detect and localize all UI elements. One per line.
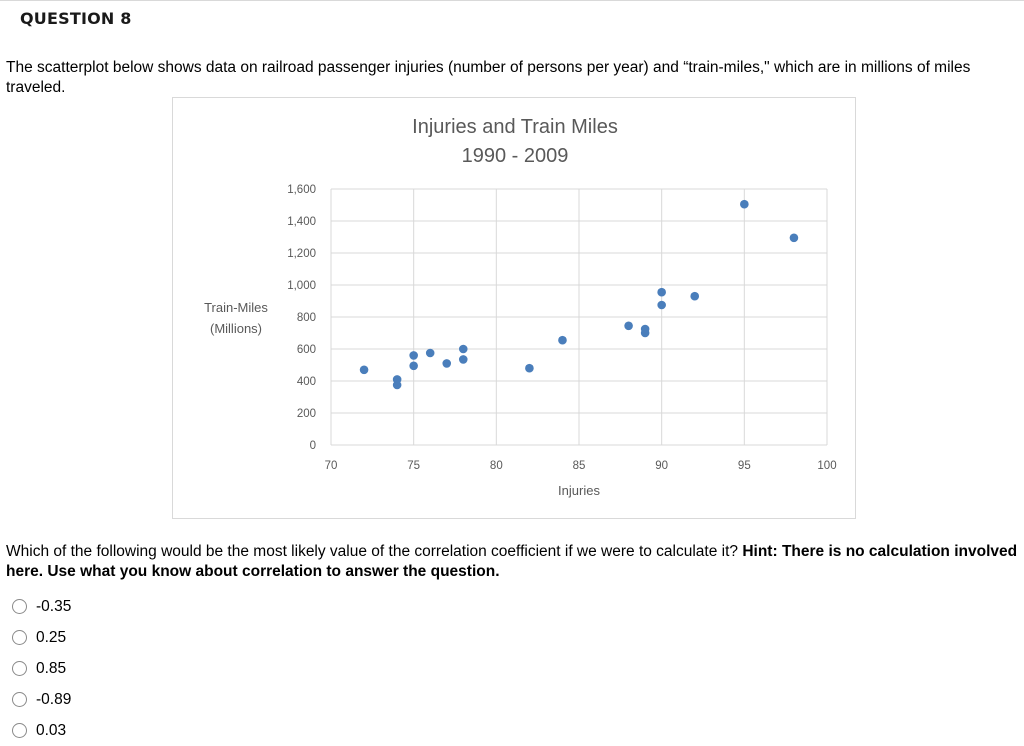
data-point [458, 355, 468, 364]
option-1[interactable]: -0.35 [12, 591, 71, 622]
option-label: -0.35 [36, 597, 72, 615]
x-tick-label: 90 [655, 460, 668, 472]
option-4[interactable]: -0.89 [12, 684, 71, 715]
top-divider [0, 0, 1024, 1]
y-tick-label: 1,400 [287, 216, 316, 228]
data-point [392, 380, 402, 390]
x-tick-label: 85 [573, 460, 586, 472]
data-point [740, 199, 749, 209]
radio-button[interactable] [12, 630, 27, 645]
data-point [425, 348, 435, 358]
x-tick-label: 75 [407, 460, 420, 472]
question-title: QUESTION 8 [20, 9, 132, 28]
option-label: 0.03 [36, 721, 67, 739]
y-tick-label: 1,000 [287, 280, 316, 292]
x-tick-label: 70 [325, 460, 338, 472]
y-axis-label-line1: Train-Miles [204, 300, 268, 315]
option-3[interactable]: 0.85 [12, 653, 71, 684]
prompt-hint: Hint: There is no calculation involved h… [6, 543, 1018, 580]
y-tick-label: 1,600 [287, 184, 316, 196]
option-2[interactable]: 0.25 [12, 622, 71, 653]
data-point [657, 287, 666, 297]
radio-button[interactable] [12, 599, 27, 614]
data-point [359, 365, 369, 375]
y-tick-label: 1,200 [287, 248, 316, 260]
x-axis-label: Injuries [558, 483, 600, 498]
data-point [525, 363, 534, 373]
question-prompt: Which of the following would be the most… [6, 542, 1020, 582]
x-tick-label: 100 [817, 460, 836, 472]
y-tick-label: 0 [310, 440, 316, 452]
radio-button[interactable] [12, 692, 27, 707]
data-point [640, 328, 650, 338]
data-point [624, 321, 633, 331]
y-tick-label: 800 [297, 312, 316, 324]
radio-button[interactable] [12, 661, 27, 676]
data-point [442, 359, 452, 368]
option-label: -0.89 [36, 690, 72, 708]
data-point [690, 291, 700, 301]
data-point [657, 300, 666, 310]
x-tick-label: 80 [490, 460, 503, 472]
y-tick-label: 600 [297, 344, 316, 356]
data-point [409, 351, 418, 360]
y-axis-label-line2: (Millions) [210, 321, 262, 336]
option-label: 0.85 [36, 659, 67, 677]
prompt-text: Which of the following would be the most… [6, 543, 743, 560]
data-point [558, 335, 567, 345]
option-label: 0.25 [36, 628, 67, 646]
radio-button[interactable] [12, 723, 27, 738]
answer-options: -0.35 0.25 0.85 -0.89 0.03 [12, 591, 71, 746]
option-5[interactable]: 0.03 [12, 715, 71, 746]
question-intro: The scatterplot below shows data on rail… [6, 59, 971, 96]
data-point [409, 361, 418, 371]
scatterplot-chart: Injuries and Train Miles 1990 - 2009 0 200 4… [172, 97, 856, 519]
data-point [458, 344, 468, 354]
x-tick-label: 95 [738, 460, 751, 472]
scatterplot-svg: Injuries and Train Miles 1990 - 2009 0 200 4… [204, 116, 837, 498]
y-tick-label: 200 [297, 408, 316, 420]
data-point [789, 233, 799, 243]
chart-title: Injuries and Train Miles [412, 116, 618, 138]
y-tick-label: 400 [297, 376, 316, 388]
chart-subtitle: 1990 - 2009 [462, 145, 569, 167]
